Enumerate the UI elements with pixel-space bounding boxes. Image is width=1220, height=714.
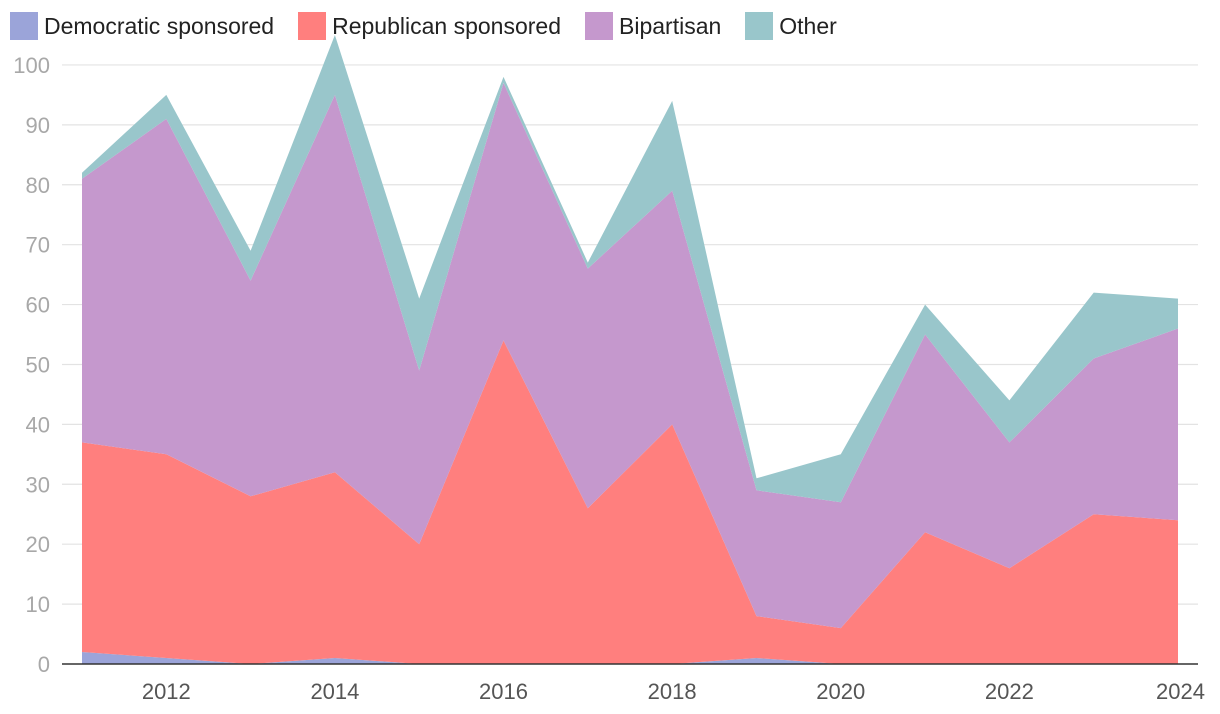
y-tick-label: 70 [26,233,50,258]
legend-item[interactable]: Bipartisan [585,12,721,40]
x-tick-label: 2012 [142,679,191,704]
legend-swatch [10,12,38,40]
x-tick-label: 2016 [479,679,528,704]
series-area [82,82,1178,629]
legend-item[interactable]: Republican sponsored [298,12,561,40]
x-tick-label: 2014 [310,679,359,704]
y-tick-label: 30 [26,472,50,497]
y-tick-label: 40 [26,412,50,437]
y-tick-label: 60 [26,293,50,318]
y-tick-label: 90 [26,113,50,138]
y-tick-label: 0 [38,652,50,677]
legend-swatch [298,12,327,40]
legend-swatch [745,12,774,40]
legend-label: Other [779,12,837,39]
y-tick-label: 10 [26,592,50,617]
legend-item[interactable]: Other [745,12,837,40]
y-tick-label: 50 [26,352,50,377]
legend-item[interactable]: Democratic sponsored [10,12,274,40]
series-area [82,340,1178,664]
legend-label: Democratic sponsored [44,12,275,39]
series-area [82,35,1178,503]
x-tick-label: 2020 [816,679,865,704]
x-tick-label: 2024 [1156,679,1205,704]
legend-label: Republican sponsored [332,12,561,39]
legend-swatch [585,12,613,40]
legend: Democratic sponsored Republican sponsored… [10,10,861,42]
x-tick-label: 2022 [985,679,1034,704]
x-tick-label: 2018 [648,679,697,704]
y-tick-label: 20 [26,532,50,557]
legend-label: Bipartisan [619,12,722,39]
series-area [82,652,1178,664]
y-tick-label: 100 [13,53,50,78]
y-tick-label: 80 [26,173,50,198]
